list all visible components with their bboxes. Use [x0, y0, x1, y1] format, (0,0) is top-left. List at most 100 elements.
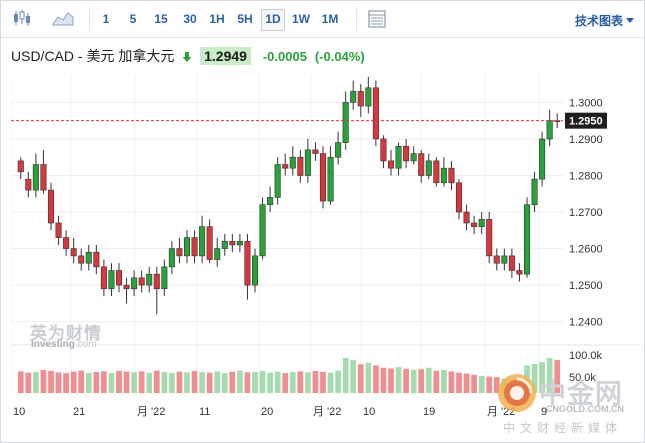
volume-bar: [335, 370, 341, 393]
candle: [267, 197, 274, 206]
x-tick-label: 20: [261, 406, 273, 418]
candle: [478, 219, 485, 227]
cngold-watermark: 中金网: [539, 379, 623, 409]
candle: [387, 160, 395, 169]
volume-bar: [478, 375, 485, 393]
investing-suffix: .com: [74, 339, 97, 350]
volume-bar: [418, 369, 425, 393]
candle: [455, 182, 463, 213]
candle: [365, 87, 372, 107]
volume-bar: [131, 372, 137, 393]
candle: [297, 156, 304, 176]
candlestick-icon[interactable]: [11, 8, 33, 33]
interval-5m-button[interactable]: 5: [129, 12, 137, 26]
candle: [214, 248, 221, 260]
volume-bar: [214, 371, 221, 393]
volume-bar: [425, 367, 432, 393]
volume-bar: [48, 370, 54, 393]
cngold-url: CNGOLD.COM.CN: [546, 404, 624, 414]
technical-chart-menu[interactable]: 技术图表: [575, 12, 634, 29]
candle: [433, 160, 440, 184]
volume-bar: [70, 371, 77, 393]
volume-bar: [380, 367, 387, 393]
candle: [327, 156, 334, 202]
x-tick-label: 10: [363, 406, 375, 418]
investing-watermark: 英为财情: [30, 324, 102, 343]
volume-bar: [282, 373, 289, 393]
candle: [380, 138, 387, 162]
interval-15m-button[interactable]: 15: [154, 12, 168, 26]
volume-bar: [350, 360, 357, 393]
volume-bar: [267, 372, 273, 393]
candle: [410, 153, 417, 162]
volume-bar: [289, 372, 296, 393]
price-chart[interactable]: 1.2400 1.2500 1.2600 1.2700 1.2800 1.2900 1.30…: [11, 75, 641, 421]
interval-1m-button[interactable]: 1: [102, 12, 110, 26]
x-tick-label: 月 '22: [313, 406, 341, 418]
current-price-tag: [565, 112, 607, 129]
interval-1mo-button[interactable]: 1M: [321, 12, 339, 26]
volume-bar: [493, 377, 500, 393]
candle: [425, 160, 432, 176]
volume-bar: [320, 372, 326, 393]
area-chart-icon[interactable]: [51, 8, 75, 33]
candle: [55, 222, 62, 238]
candle: [93, 251, 100, 268]
candle: [274, 164, 281, 198]
volume-bar: [63, 373, 69, 393]
volume-bar: [388, 368, 394, 393]
candle: [501, 255, 508, 264]
volume-bar: [85, 372, 92, 393]
interval-1h-button[interactable]: 1H: [209, 12, 225, 26]
candle: [350, 91, 357, 103]
volume-bar: [199, 372, 205, 393]
candle: [448, 167, 455, 184]
volume-bar: [456, 372, 462, 393]
candle: [131, 277, 138, 290]
candle: [229, 240, 236, 246]
x-tick-label: 21: [73, 406, 85, 418]
interval-1d-button[interactable]: 1D: [261, 9, 285, 31]
interval-30m-button[interactable]: 30: [183, 12, 197, 26]
x-tick-label: 11: [199, 406, 210, 418]
volume-bar: [161, 372, 168, 393]
candle: [108, 270, 115, 290]
volume-bar: [403, 368, 409, 393]
investing-brand: Investing: [31, 339, 75, 350]
candle: [289, 156, 296, 169]
volume-bar: [169, 373, 175, 393]
interval-1w-button[interactable]: 1W: [292, 12, 310, 26]
candle: [123, 284, 130, 290]
table-icon[interactable]: [367, 9, 387, 34]
y-tick-label: 1.2400: [569, 317, 603, 329]
interval-5h-button[interactable]: 5H: [237, 12, 253, 26]
candle: [403, 145, 410, 162]
y-tick-label: 1.2600: [569, 244, 603, 256]
candle: [176, 248, 183, 257]
down-arrow-icon: [178, 48, 196, 64]
volume-bar: [539, 362, 545, 393]
volume-bar: [237, 370, 243, 393]
volume-bar: [274, 371, 281, 393]
candle: [85, 251, 92, 264]
candle: [161, 266, 168, 290]
quote-header: USD/CAD - 美元 加拿大元 1.2949 -0.0005 (-0.04%…: [11, 46, 365, 68]
volume-bar: [184, 372, 190, 393]
candle: [335, 142, 342, 158]
candle: [47, 189, 55, 224]
candle: [236, 240, 243, 246]
candle: [312, 149, 319, 154]
candle: [342, 102, 349, 143]
volume-bar: [531, 363, 538, 393]
volume-bar: [206, 372, 213, 393]
volume-bar: [546, 358, 553, 393]
volume-bar: [342, 358, 349, 393]
chart-toolbar: 1 5 15 30 1H 5H 1D 1W 1M 技术图表: [1, 1, 644, 38]
y-tick-label: 1.2800: [569, 170, 603, 182]
volume-bar: [373, 365, 379, 393]
candle: [493, 255, 500, 264]
candle: [191, 237, 198, 257]
candle: [471, 222, 478, 227]
volume-bar: [365, 362, 372, 393]
last-price: 1.2949: [200, 47, 251, 65]
